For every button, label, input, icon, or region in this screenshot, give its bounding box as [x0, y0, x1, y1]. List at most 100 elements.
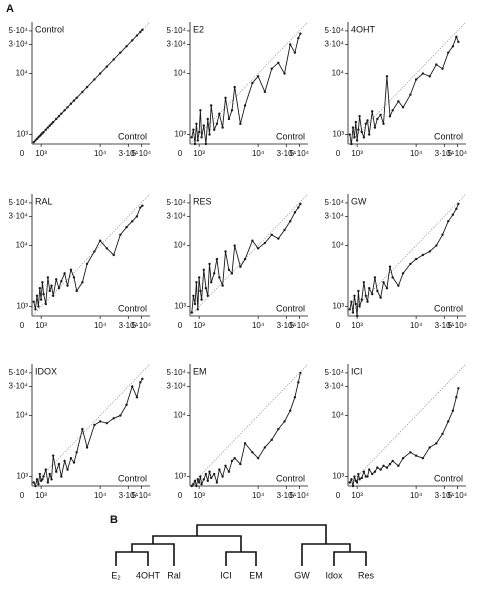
- data-point: [239, 265, 242, 268]
- data-point: [355, 139, 359, 142]
- y-tick-label: 5·10⁴: [9, 368, 29, 377]
- data-point: [435, 442, 438, 445]
- x-tick-label: 3·10⁴: [277, 491, 297, 500]
- data-point: [293, 395, 297, 399]
- data-point: [221, 284, 224, 287]
- data-point: [366, 119, 369, 122]
- data-point: [202, 268, 206, 272]
- x-tick-label: 3·10⁴: [119, 149, 139, 158]
- x-axis-label: Control: [118, 473, 147, 483]
- y-tick-label: 10³: [332, 130, 344, 139]
- data-point: [355, 314, 359, 318]
- data-point: [204, 472, 208, 476]
- data-point: [93, 78, 96, 81]
- y-tick-label: 10³: [16, 302, 28, 311]
- x-tick-label: 10³: [351, 149, 363, 158]
- panel-title: Control: [35, 24, 64, 34]
- data-point: [243, 104, 247, 107]
- data-point: [457, 40, 460, 44]
- data-point: [243, 257, 247, 261]
- data-point: [135, 215, 139, 218]
- data-point: [139, 381, 142, 384]
- data-point: [139, 206, 142, 209]
- y-tick-label: 3·10⁴: [9, 212, 29, 221]
- x-tick-label: 3·10⁴: [277, 321, 297, 330]
- data-point: [69, 268, 73, 272]
- data-point: [227, 470, 231, 473]
- data-point: [218, 276, 221, 279]
- data-point: [46, 276, 50, 279]
- data-point: [409, 93, 412, 96]
- data-point: [50, 122, 53, 126]
- data-point: [455, 35, 458, 39]
- data-point: [48, 472, 51, 476]
- data-point: [385, 75, 389, 78]
- data-point: [348, 308, 351, 311]
- data-point: [51, 294, 55, 298]
- y-tick-label: 5·10⁴: [325, 26, 345, 35]
- data-point: [197, 481, 201, 484]
- origin-label: 0: [20, 149, 25, 158]
- data-point: [50, 284, 53, 287]
- data-point: [256, 456, 260, 460]
- data-point: [206, 479, 209, 483]
- data-point: [215, 481, 219, 484]
- data-point: [63, 459, 66, 463]
- data-point: [39, 298, 43, 301]
- data-point: [350, 478, 353, 481]
- data-point: [196, 478, 200, 481]
- data-point: [75, 451, 78, 454]
- x-tick-label: 10⁴: [252, 149, 265, 158]
- reference-line: [347, 363, 467, 487]
- x-tick-label: 3·10⁴: [119, 321, 139, 330]
- data-point: [35, 294, 39, 298]
- data-point: [230, 109, 234, 112]
- data-point: [283, 228, 286, 232]
- data-point: [421, 253, 425, 257]
- y-tick-label: 10³: [174, 472, 186, 481]
- x-tick-label: 10⁴: [252, 321, 265, 330]
- data-point: [60, 112, 63, 115]
- data-line: [349, 35, 459, 145]
- data-point: [457, 387, 460, 390]
- origin-label: 0: [336, 491, 341, 500]
- data-point: [239, 122, 242, 126]
- data-point: [256, 75, 260, 78]
- data-point: [98, 420, 102, 423]
- data-point: [388, 462, 392, 466]
- data-point: [289, 220, 292, 223]
- x-tick-label: 5·10⁴: [290, 321, 310, 330]
- data-point: [379, 296, 382, 299]
- data-point: [227, 117, 231, 121]
- data-point: [373, 126, 377, 129]
- data-point: [364, 122, 367, 126]
- x-tick-label: 3·10⁴: [435, 491, 455, 500]
- data-point: [451, 45, 455, 48]
- data-point: [397, 284, 400, 287]
- data-point: [358, 114, 361, 118]
- dendrogram-branch: [115, 535, 257, 566]
- data-point: [447, 51, 450, 54]
- x-tick-label: 10⁴: [410, 491, 423, 500]
- data-point: [105, 65, 109, 68]
- data-point: [409, 262, 412, 266]
- data-point: [72, 99, 76, 102]
- data-point: [353, 475, 356, 478]
- data-point: [382, 122, 385, 126]
- data-point: [350, 300, 353, 303]
- data-point: [125, 45, 128, 48]
- y-tick-label: 10⁴: [174, 241, 187, 250]
- data-point: [277, 237, 280, 240]
- origin-label: 0: [336, 321, 341, 330]
- x-tick-label: 3·10⁴: [277, 149, 297, 158]
- data-point: [215, 122, 219, 126]
- data-point: [57, 462, 61, 466]
- y-tick-label: 10⁴: [332, 241, 345, 250]
- data-line: [191, 372, 301, 487]
- x-axis-label: Control: [276, 131, 305, 141]
- x-axis-label: Control: [118, 303, 147, 313]
- data-point: [192, 482, 195, 486]
